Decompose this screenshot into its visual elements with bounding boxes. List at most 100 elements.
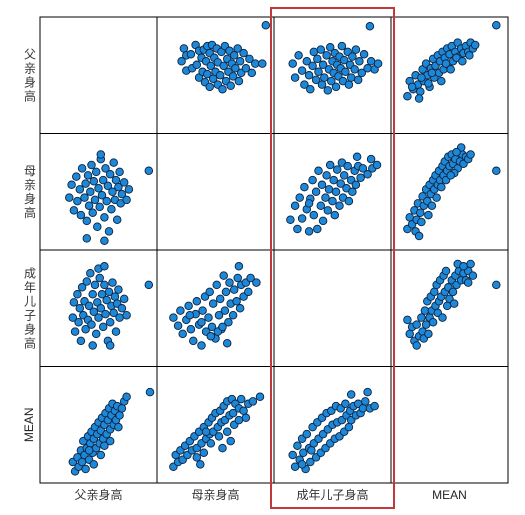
- scatter-point: [122, 392, 131, 402]
- scatter-point: [234, 76, 244, 86]
- scatter-point: [302, 429, 312, 439]
- scatter-point: [207, 322, 217, 332]
- scatter-point: [300, 80, 309, 89]
- scatter-point: [314, 166, 323, 176]
- scatter-point: [68, 313, 78, 322]
- scatter-point: [325, 43, 335, 52]
- scatter-point: [221, 287, 231, 297]
- scatter-point: [145, 387, 155, 397]
- scatter-point: [186, 324, 196, 334]
- scatter-point: [297, 214, 307, 223]
- column-label-0: 父亲身高: [74, 487, 122, 502]
- scatter-point: [366, 154, 376, 164]
- scatter-point: [244, 287, 253, 297]
- scatter-point: [363, 170, 372, 179]
- scatter-point: [424, 329, 433, 339]
- scatter-point: [94, 313, 103, 322]
- scatter-point: [100, 213, 109, 222]
- scatter-point: [313, 224, 322, 234]
- scatter-point: [101, 309, 110, 319]
- scatter-point: [204, 313, 213, 322]
- scatter-point: [93, 222, 102, 231]
- scatter-point: [95, 273, 104, 283]
- scatter-point: [117, 304, 127, 313]
- scatter-point: [208, 299, 218, 308]
- scatter-point: [81, 464, 90, 474]
- scatter-point: [437, 76, 446, 86]
- column-label-1: 母亲身高: [191, 487, 239, 502]
- scatter-point: [314, 67, 323, 77]
- scatter-point: [468, 271, 478, 280]
- scatter-point: [90, 280, 100, 290]
- scatter-point: [361, 397, 370, 406]
- scatter-point: [197, 341, 206, 350]
- scatter-point: [70, 327, 80, 336]
- scatter-point: [215, 294, 225, 304]
- scatter-point: [438, 313, 447, 322]
- scatter-point: [107, 204, 116, 214]
- scatter-point: [330, 210, 340, 220]
- scatter-point: [239, 406, 248, 416]
- scatter-point: [218, 322, 227, 332]
- scatter-point: [214, 310, 224, 320]
- scatter-point: [111, 327, 121, 336]
- scatter-point: [89, 177, 99, 186]
- scatter-point: [90, 195, 100, 205]
- scatter-point: [441, 59, 451, 68]
- scatter-point: [304, 199, 314, 208]
- panel-r2-c1: [157, 250, 274, 367]
- scatter-point: [84, 201, 94, 210]
- scatter-point: [358, 164, 368, 173]
- scatter-point: [448, 287, 458, 297]
- scatter-point: [446, 65, 455, 74]
- scatter-point: [205, 287, 214, 297]
- scatter-point: [407, 82, 417, 92]
- scatter-point: [466, 259, 475, 269]
- scatter-point: [331, 82, 341, 92]
- scatter-point: [108, 187, 117, 197]
- scatter-point: [197, 317, 206, 327]
- panel-r2-c2: [274, 250, 391, 367]
- scatter-point: [104, 227, 114, 236]
- scatter-point: [100, 262, 109, 271]
- scatter-point: [81, 324, 90, 334]
- scatter-point: [351, 45, 361, 54]
- scatter-point: [212, 280, 221, 290]
- scatter-point: [218, 84, 227, 94]
- scatter-point: [119, 178, 129, 187]
- scatter-point: [317, 80, 327, 89]
- scatter-point: [206, 439, 216, 448]
- scatter-point: [492, 20, 501, 30]
- scatter-point: [465, 51, 474, 60]
- scatter-point: [91, 167, 101, 177]
- scatter-point: [366, 57, 376, 66]
- scatter-point: [87, 320, 96, 329]
- scatter-point: [316, 201, 326, 210]
- scatter-point: [304, 71, 314, 80]
- scatter-point: [206, 61, 216, 71]
- scatter-point: [320, 73, 329, 82]
- scatter-point: [290, 73, 300, 82]
- scatter-point: [245, 54, 254, 64]
- scatter-point: [196, 460, 205, 469]
- scatter-point: [365, 22, 375, 31]
- scatter-point: [86, 269, 95, 278]
- scatter-point: [101, 164, 110, 173]
- scatter-point: [323, 206, 333, 215]
- scatter-point: [331, 187, 341, 197]
- scatter-point: [322, 51, 331, 60]
- scatter-point: [214, 432, 224, 441]
- scatter-point: [358, 404, 368, 413]
- scatter-point: [95, 202, 104, 212]
- scatter-point: [308, 175, 317, 185]
- scatter-point: [96, 304, 106, 313]
- scatter-point: [297, 66, 307, 75]
- scatter-point: [199, 448, 209, 457]
- scatter-point: [97, 190, 107, 200]
- scatter-point: [424, 79, 433, 88]
- scatter-point: [412, 320, 421, 329]
- column-label-2: 成年儿子身高: [296, 487, 368, 502]
- scatter-point: [73, 196, 82, 206]
- scatter-point: [102, 295, 111, 305]
- scatter-point: [344, 80, 354, 89]
